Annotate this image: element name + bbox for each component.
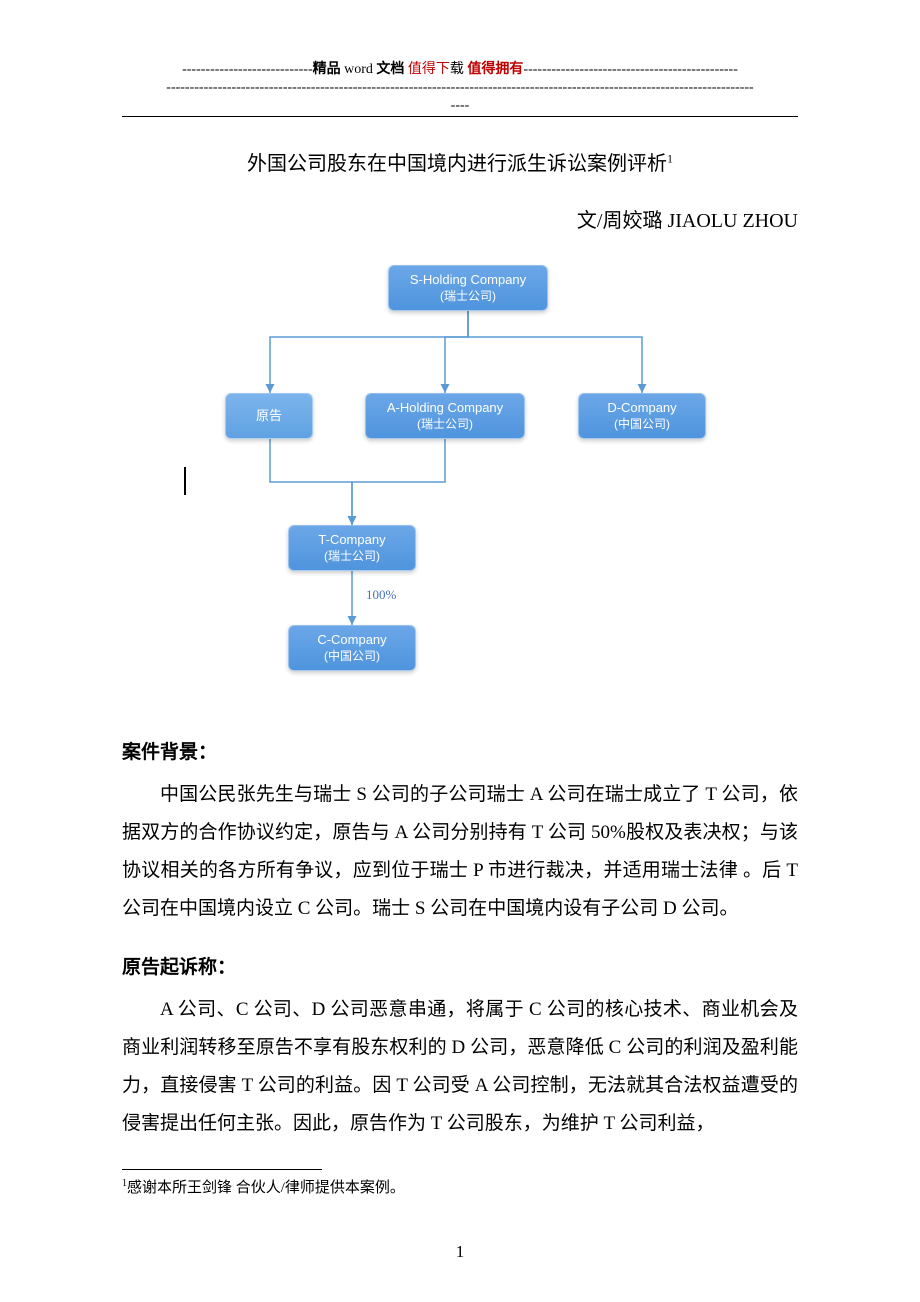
chart-node-s: S-Holding Company(瑞士公司) xyxy=(388,265,548,311)
chart-node-label: T-Company xyxy=(289,532,415,549)
chart-node-label: A-Holding Company xyxy=(366,400,524,417)
chart-edge xyxy=(270,311,468,393)
header-dash-right: ----------------------------------------… xyxy=(523,62,737,77)
org-chart: S-Holding Company(瑞士公司)原告A-Holding Compa… xyxy=(180,257,740,687)
edge-label-100pct: 100% xyxy=(366,587,396,603)
chart-node-a: A-Holding Company(瑞士公司) xyxy=(365,393,525,439)
header-red2: 值得拥有 xyxy=(467,62,523,77)
author-line: 文/周姣璐 JIAOLU ZHOU xyxy=(122,204,798,233)
header-mid-word: word xyxy=(344,62,376,77)
chart-edge xyxy=(445,311,468,393)
header-mid-text2: 载 xyxy=(450,62,468,77)
header-mid-prefix: 精品 xyxy=(313,62,345,77)
page-number: 1 xyxy=(0,1242,920,1262)
footnote-separator xyxy=(122,1169,322,1170)
chart-node-sublabel: (瑞士公司) xyxy=(389,289,547,305)
chart-edge xyxy=(352,439,445,525)
page-container: ----------------------------精品 word 文档 值… xyxy=(0,0,920,1257)
chart-node-c: C-Company(中国公司) xyxy=(288,625,416,671)
section2-body: A 公司、C 公司、D 公司恶意串通，将属于 C 公司的核心技术、商业机会及商业… xyxy=(122,991,798,1143)
chart-edge xyxy=(270,439,352,525)
title-footnote-ref: 1 xyxy=(667,151,673,165)
header-decoration-line1: ----------------------------精品 word 文档 值… xyxy=(122,58,798,78)
chart-node-p: 原告 xyxy=(225,393,313,439)
header-dash-left: ---------------------------- xyxy=(182,62,313,77)
chart-node-t: T-Company(瑞士公司) xyxy=(288,525,416,571)
chart-node-sublabel: (中国公司) xyxy=(579,417,705,433)
footnote: 1感谢本所王剑锋 合伙人/律师提供本案例。 xyxy=(122,1176,798,1197)
header-rule xyxy=(122,116,798,117)
chart-node-label: S-Holding Company xyxy=(389,272,547,289)
chart-node-d: D-Company(中国公司) xyxy=(578,393,706,439)
chart-node-label: 原告 xyxy=(226,408,312,425)
chart-node-sublabel: (中国公司) xyxy=(289,649,415,665)
chart-node-label: C-Company xyxy=(289,632,415,649)
chart-node-sublabel: (瑞士公司) xyxy=(289,549,415,565)
section2-heading: 原告起诉称： xyxy=(122,952,798,979)
header-decoration-line2: ----------------------------------------… xyxy=(122,80,798,96)
header-decoration-line3: ---- xyxy=(122,98,798,114)
chart-edges xyxy=(180,257,740,687)
section1-heading: 案件背景： xyxy=(122,737,798,764)
title-text: 外国公司股东在中国境内进行派生诉讼案例评析 xyxy=(247,153,667,175)
chart-node-sublabel: (瑞士公司) xyxy=(366,417,524,433)
header-mid-text1: 文档 xyxy=(376,62,408,77)
chart-node-label: D-Company xyxy=(579,400,705,417)
document-title: 外国公司股东在中国境内进行派生诉讼案例评析1 xyxy=(122,147,798,176)
text-cursor xyxy=(184,467,186,495)
chart-edge xyxy=(468,311,642,393)
section1-body: 中国公民张先生与瑞士 S 公司的子公司瑞士 A 公司在瑞士成立了 T 公司，依据… xyxy=(122,776,798,928)
footnote-text: 感谢本所王剑锋 合伙人/律师提供本案例。 xyxy=(127,1180,405,1196)
header-red1: 值得下 xyxy=(408,62,450,77)
